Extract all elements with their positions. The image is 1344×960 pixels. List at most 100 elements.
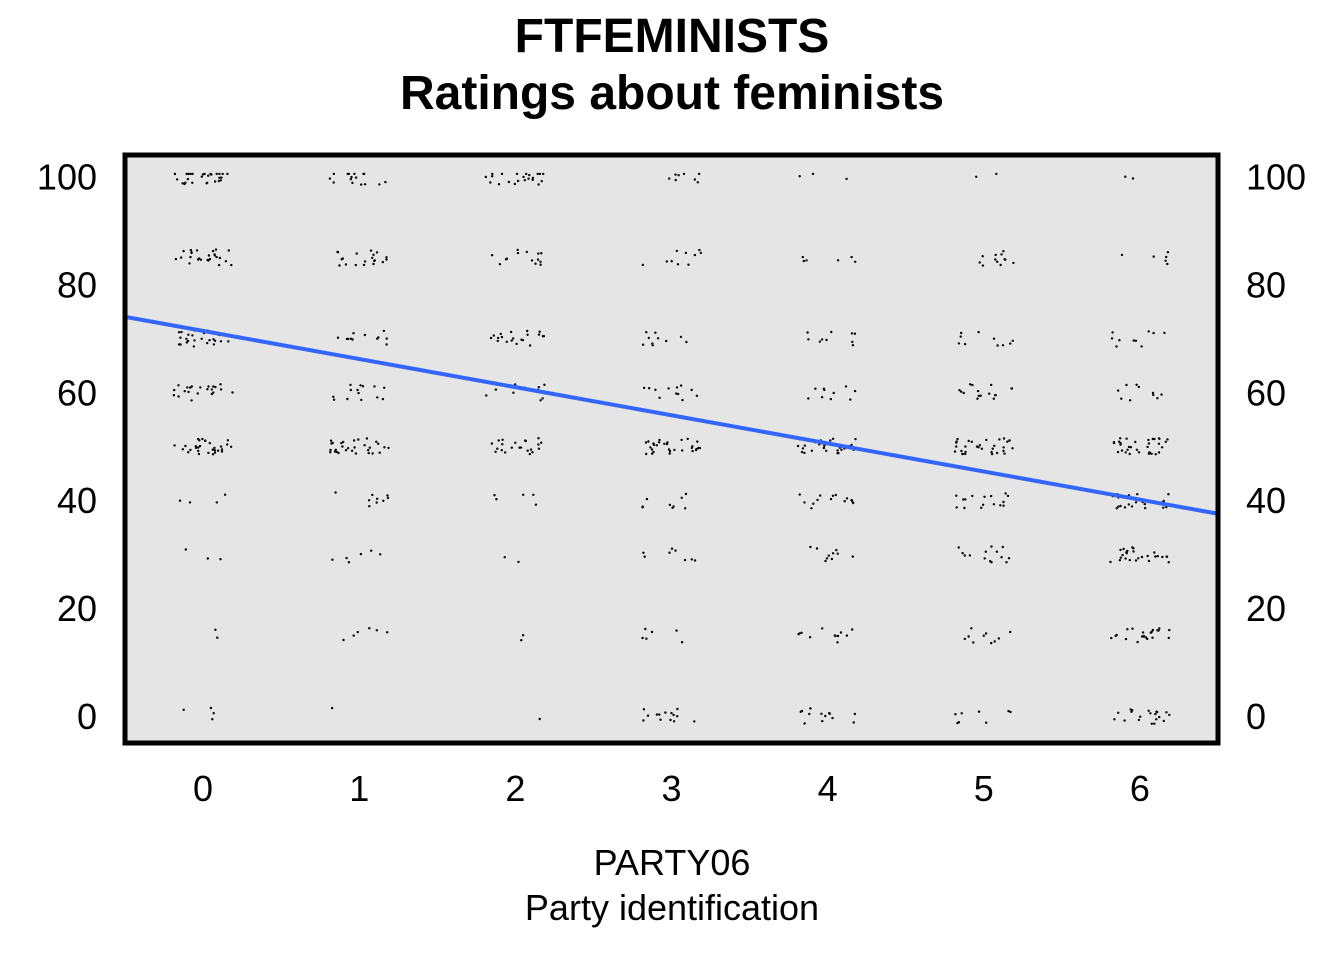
x-tick-label: 5 [974, 768, 994, 809]
data-point [835, 548, 838, 552]
data-point [353, 446, 356, 449]
data-point [384, 180, 387, 184]
data-point [957, 546, 960, 549]
data-point [525, 250, 528, 254]
data-point [188, 262, 191, 265]
data-point [809, 707, 812, 710]
data-point [494, 388, 498, 391]
data-point [668, 551, 671, 554]
data-point [967, 439, 970, 443]
data-point [489, 181, 492, 184]
data-point [1128, 558, 1132, 562]
data-point [331, 558, 334, 561]
data-point [1109, 560, 1112, 564]
data-point [1134, 440, 1137, 444]
data-point [1126, 628, 1129, 631]
data-point [802, 259, 805, 263]
data-point [537, 443, 540, 446]
data-point [211, 249, 215, 253]
data-point [182, 708, 185, 711]
data-point [1132, 339, 1135, 342]
data-point [992, 337, 996, 340]
data-point [227, 340, 230, 343]
data-point [499, 332, 502, 336]
data-point [182, 249, 185, 253]
data-point [197, 449, 200, 453]
data-point [655, 444, 658, 447]
data-point [492, 334, 495, 337]
data-point [1122, 547, 1125, 551]
data-point [690, 558, 693, 561]
data-point [1136, 493, 1139, 496]
data-point [803, 451, 806, 455]
data-point [363, 183, 367, 186]
data-point [642, 386, 646, 390]
data-point [984, 550, 987, 553]
data-point [504, 451, 507, 454]
data-point [1166, 251, 1170, 254]
data-point [505, 257, 509, 260]
data-point [992, 503, 996, 506]
data-point [843, 500, 846, 503]
data-point [644, 441, 648, 444]
data-point [213, 339, 217, 342]
data-point [670, 260, 673, 263]
data-point [1121, 553, 1124, 557]
data-point [1132, 547, 1135, 550]
data-point [971, 494, 974, 498]
data-point [217, 263, 221, 267]
data-point [212, 712, 215, 715]
data-point [211, 453, 215, 456]
data-point [525, 172, 528, 176]
data-point [647, 440, 650, 443]
data-point [356, 630, 359, 634]
data-point [516, 248, 519, 252]
data-point [522, 175, 525, 179]
data-point [187, 333, 190, 336]
data-point [332, 398, 336, 401]
data-point [526, 329, 529, 333]
data-point [513, 182, 517, 186]
x-tick-label: 0 [193, 768, 213, 809]
data-point [213, 446, 216, 450]
data-point [185, 341, 188, 344]
data-point [691, 449, 694, 453]
data-point [834, 634, 837, 638]
data-point [387, 446, 390, 450]
data-point [690, 446, 694, 450]
data-point [985, 721, 988, 724]
data-point [365, 437, 369, 440]
data-point [377, 336, 380, 339]
data-point [500, 449, 503, 452]
data-point [1127, 445, 1131, 449]
data-point [851, 340, 854, 344]
data-point [381, 397, 385, 401]
data-point [1118, 559, 1122, 562]
data-point [356, 388, 359, 392]
data-point [797, 633, 800, 636]
data-point [509, 330, 513, 334]
data-point [507, 180, 511, 184]
data-point [378, 451, 381, 454]
data-point [345, 556, 348, 560]
data-point [672, 505, 675, 508]
data-point [219, 558, 222, 561]
y-tick-label-left: 20 [57, 588, 97, 629]
data-point [1007, 557, 1011, 560]
y-axis-left: 0 20 40 60 80 100 [37, 157, 97, 737]
data-point [1168, 713, 1171, 717]
data-point [798, 175, 801, 178]
data-point [685, 340, 688, 344]
data-point [352, 634, 355, 637]
data-point [220, 176, 223, 179]
data-point [975, 175, 978, 178]
data-point [998, 438, 1001, 441]
data-point [494, 450, 497, 453]
data-point [686, 437, 689, 441]
data-point [369, 249, 373, 252]
data-point [375, 440, 378, 443]
data-point [528, 344, 532, 347]
data-point [645, 497, 649, 501]
data-point [527, 177, 530, 180]
data-point [851, 628, 854, 631]
